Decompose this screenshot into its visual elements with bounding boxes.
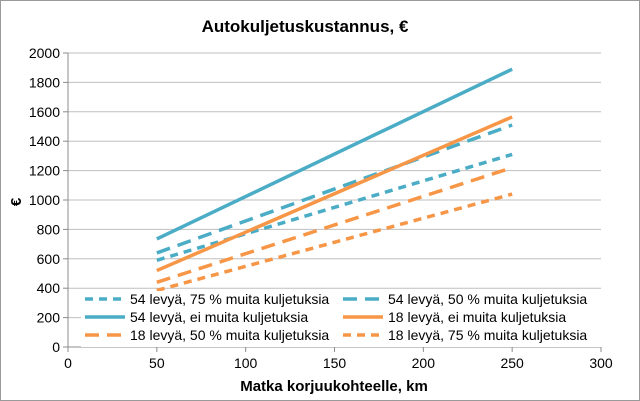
legend: 54 levyä, 75 % muita kuljetuksia 54 levyä… (81, 291, 611, 347)
y-tick-label: 1200 (29, 163, 60, 179)
series-line-1 (156, 152, 513, 262)
x-tick-label: 0 (64, 355, 72, 371)
legend-label-5: 18 levyä, 50 % muita kuljetuksia (130, 327, 329, 343)
legend-label-2: 54 levyä, 50 % muita kuljetuksia (388, 291, 587, 307)
chart-title: Autokuljetuskustannus, € (202, 17, 409, 36)
x-tick-label: 100 (234, 355, 258, 371)
y-tick-label: 1400 (29, 133, 60, 149)
series-lines (156, 67, 513, 293)
series-line-2 (156, 123, 513, 255)
x-tick-label: 250 (500, 355, 524, 371)
series-line-3 (156, 67, 513, 241)
gridlines (68, 52, 601, 319)
y-tick-label: 1000 (29, 192, 60, 208)
y-tick-label: 800 (37, 221, 61, 237)
y-tick-label: 1800 (29, 74, 60, 90)
y-tick-label: 2000 (29, 45, 60, 61)
legend-label-4: 18 levyä, ei muita kuljetuksia (388, 309, 566, 325)
x-tick-label: 200 (412, 355, 436, 371)
y-axis-title: € (8, 197, 25, 206)
x-tick-label: 300 (589, 355, 613, 371)
x-tick-label: 150 (323, 355, 347, 371)
series-line-4 (156, 115, 513, 273)
y-tick-label: 200 (37, 310, 61, 326)
legend-label-6: 18 levyä, 75 % muita kuljetuksia (388, 327, 587, 343)
legend-label-1: 54 levyä, 75 % muita kuljetuksia (130, 291, 329, 307)
series-line-6 (156, 192, 513, 293)
series-line-5 (156, 165, 513, 284)
y-tick-label: 0 (52, 339, 60, 355)
x-tick-label: 50 (149, 355, 165, 371)
x-axis-title: Matka korjuukohteelle, km (240, 378, 428, 395)
legend-label-3: 54 levyä, ei muita kuljetuksia (130, 309, 308, 325)
y-tick-label: 1600 (29, 104, 60, 120)
y-tick-label: 600 (37, 251, 61, 267)
y-tick-label: 400 (37, 280, 61, 296)
